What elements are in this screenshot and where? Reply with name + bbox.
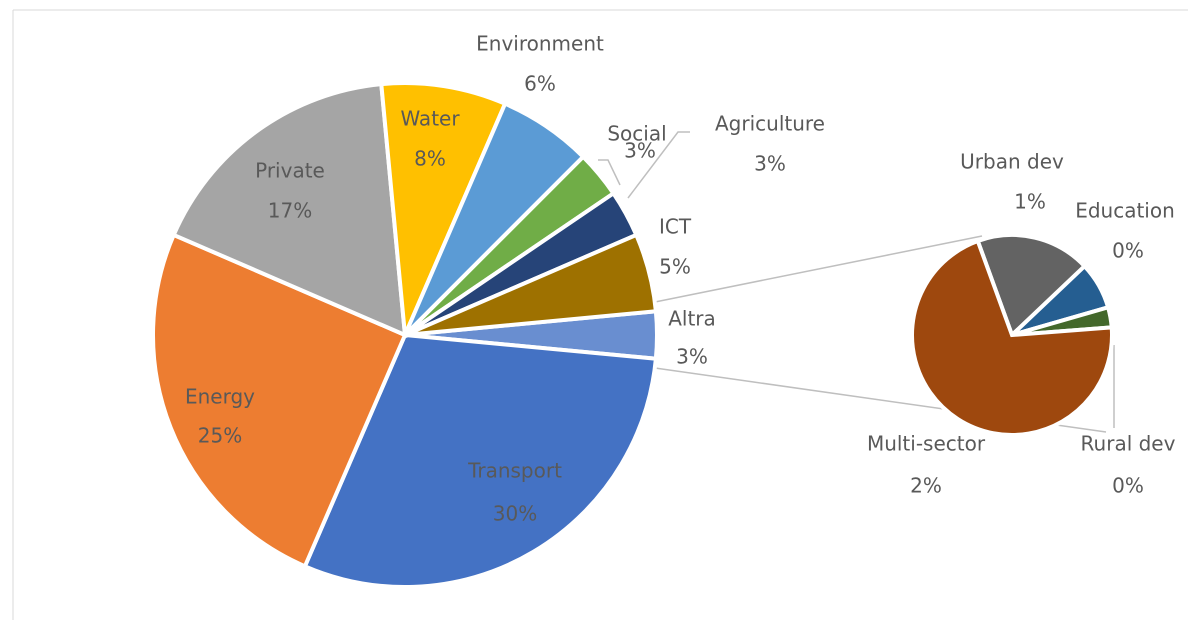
category-label: Rural dev [1081,432,1176,456]
value-label: 0% [1112,474,1144,498]
connector-line [654,235,983,303]
category-label: Social [607,122,666,146]
value-label: 30% [493,502,537,526]
value-label: 3% [676,345,708,369]
category-label: Transport [467,459,562,483]
pie-slice [302,332,659,589]
value-label: 0% [1112,239,1144,263]
value-label: 3% [624,139,656,163]
pie-slice [910,238,1114,437]
value-label: 5% [659,255,691,279]
category-label: Agriculture [715,112,825,136]
pie-slice [379,81,508,336]
category-label: Altra [668,307,716,331]
value-label: 17% [268,199,312,223]
pie-slice [151,232,408,569]
value-label: 8% [414,147,446,171]
category-label: Water [400,107,460,131]
category-label: Urban dev [960,150,1064,174]
pie-slice [404,232,659,337]
category-label: ICT [659,215,692,239]
value-label: 6% [524,72,556,96]
leader-line [598,159,621,186]
leader-line [627,131,690,199]
value-label: 2% [910,474,942,498]
value-label: 25% [198,424,242,448]
category-label: Energy [185,385,255,409]
category-label: Education [1075,199,1175,223]
category-label: Private [255,159,325,183]
category-label: Multi-sector [867,432,986,456]
pie-slice [171,81,408,339]
category-label: Environment [476,32,604,56]
value-label: 1% [1014,190,1046,214]
value-label: 3% [754,152,786,176]
